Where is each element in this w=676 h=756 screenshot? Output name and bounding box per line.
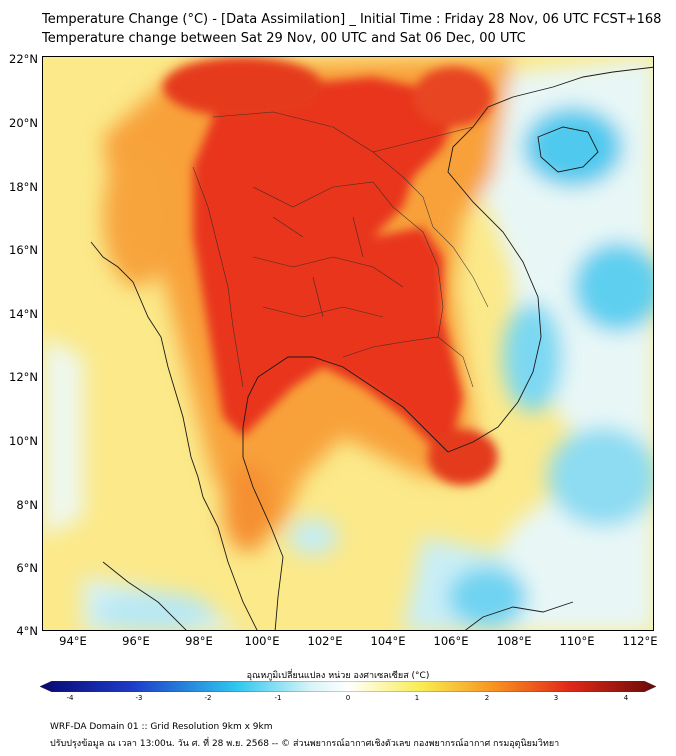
cbar-tick-minus1: -1 bbox=[274, 694, 282, 702]
orange-west bbox=[103, 147, 173, 287]
orange-south-peninsula bbox=[223, 462, 273, 552]
border-laos-vietnam bbox=[372, 151, 489, 308]
cyan-hainan bbox=[523, 107, 623, 187]
cbar-tick-minus4: -4 bbox=[66, 694, 74, 702]
borders bbox=[192, 111, 489, 388]
cyan-southwest bbox=[93, 592, 213, 630]
cbar-tick-minus2: -2 bbox=[204, 694, 212, 702]
border-thailand-laos bbox=[252, 181, 444, 338]
cyan-east-3 bbox=[548, 427, 653, 527]
cbar-tick-minus3: -3 bbox=[135, 694, 143, 702]
cbar-tick-1: 1 bbox=[414, 694, 420, 702]
lat-label-22: 22°N bbox=[9, 52, 38, 66]
coastline-sumatra bbox=[102, 561, 187, 630]
lon-label-100: 100°E bbox=[244, 634, 280, 648]
lat-label-4: 4°N bbox=[16, 624, 38, 638]
lon-label-94: 94°E bbox=[59, 634, 87, 648]
coastline-china-south bbox=[487, 66, 653, 108]
red-delta bbox=[428, 429, 498, 485]
cbar-tick-4: 4 bbox=[623, 694, 629, 702]
cbar-tick-2: 2 bbox=[484, 694, 490, 702]
border-provinces bbox=[252, 216, 404, 318]
lon-label-106: 106°E bbox=[433, 634, 469, 648]
lat-label-10: 10°N bbox=[9, 434, 38, 448]
cyan-east-2 bbox=[503, 302, 563, 412]
lat-label-12: 12°N bbox=[9, 370, 38, 384]
cbar-tick-3: 3 bbox=[553, 694, 559, 702]
colorbar-title: อุณหภูมิเปลี่ยนแปลง หน่วย องศาเซลเซียส (… bbox=[246, 671, 430, 681]
colorbar-shape bbox=[40, 681, 656, 692]
lon-label-110: 110°E bbox=[559, 634, 595, 648]
lat-label-18: 18°N bbox=[9, 180, 38, 194]
temperature-field bbox=[43, 57, 653, 630]
footer-credit: ปรับปรุงข้อมูล ณ เวลา 13:00น. วัน ศ. ที่… bbox=[50, 739, 560, 749]
cyan-east-1 bbox=[573, 242, 653, 332]
coastline-peninsula bbox=[202, 496, 258, 630]
cyan-south bbox=[448, 567, 528, 627]
colorbar bbox=[40, 681, 656, 692]
red-core bbox=[193, 77, 463, 447]
cyan-gulf bbox=[288, 519, 338, 555]
map-title: Temperature Change (°C) - [Data Assimila… bbox=[42, 12, 662, 27]
lon-label-112: 112°E bbox=[622, 634, 658, 648]
lon-label-98: 98°E bbox=[185, 634, 213, 648]
lat-label-8: 8°N bbox=[16, 498, 38, 512]
lon-label-108: 108°E bbox=[496, 634, 532, 648]
lat-label-6: 6°N bbox=[16, 561, 38, 575]
coastline-vietnam-south bbox=[447, 106, 542, 453]
cbar-tick-0: 0 bbox=[345, 694, 351, 702]
coastline-myanmar-west bbox=[90, 241, 204, 498]
border-cambodia bbox=[342, 336, 474, 388]
lon-label-104: 104°E bbox=[370, 634, 406, 648]
cool-sea-west bbox=[43, 337, 83, 537]
lon-label-96: 96°E bbox=[122, 634, 150, 648]
lon-label-102: 102°E bbox=[307, 634, 343, 648]
border-china-north bbox=[212, 111, 474, 153]
map-subtitle: Temperature change between Sat 29 Nov, 0… bbox=[42, 31, 526, 46]
border-myanmar-thailand bbox=[192, 166, 244, 388]
red-north bbox=[163, 57, 323, 117]
coastline-borneo bbox=[464, 601, 574, 630]
coastline-hainan bbox=[537, 126, 599, 173]
map-panel bbox=[42, 56, 654, 631]
coastlines bbox=[90, 66, 653, 630]
coastline-gulf-thailand bbox=[242, 356, 449, 630]
red-northeast bbox=[413, 67, 493, 127]
lat-label-14: 14°N bbox=[9, 307, 38, 321]
lat-label-20: 20°N bbox=[9, 116, 38, 130]
footer-model-info: WRF-DA Domain 01 :: Grid Resolution 9km … bbox=[50, 722, 273, 732]
lat-label-16: 16°N bbox=[9, 243, 38, 257]
